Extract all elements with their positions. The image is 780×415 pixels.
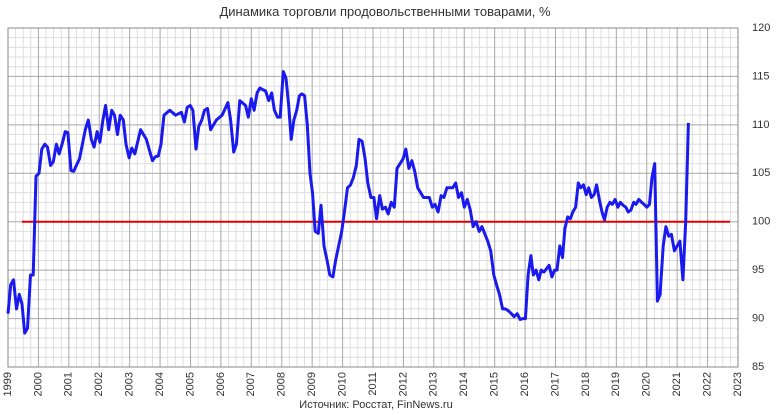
x-tick-label: 2001 [63, 372, 75, 396]
x-tick-label: 2008 [276, 372, 288, 396]
x-tick-label: 2006 [215, 372, 227, 396]
x-tick-label: 2018 [580, 372, 592, 396]
y-tick-label: 115 [752, 70, 770, 82]
x-tick-label: 2009 [306, 372, 318, 396]
x-tick-label: 2010 [336, 372, 348, 396]
x-tick-label: 2002 [93, 372, 105, 396]
x-tick-label: 2022 [701, 372, 713, 396]
y-tick-label: 95 [752, 264, 764, 276]
x-tick-label: 2017 [549, 372, 561, 396]
x-tick-label: 2004 [154, 372, 166, 396]
x-tick-label: 2013 [428, 372, 440, 396]
data-line [6, 70, 690, 335]
x-tick-label: 2021 [671, 372, 683, 396]
x-tick-label: 2019 [610, 372, 622, 396]
x-tick-label: 2014 [458, 372, 470, 396]
y-tick-label: 120 [752, 22, 770, 34]
y-tick-label: 105 [752, 167, 770, 179]
plot-border [7, 27, 739, 368]
x-tick-label: 1999 [2, 372, 14, 396]
x-tick-label: 2023 [732, 372, 744, 396]
x-tick-label: 2016 [519, 372, 531, 396]
y-tick-label: 90 [752, 312, 764, 324]
x-tick-label: 2020 [641, 372, 653, 396]
x-tick-label: 2003 [124, 372, 136, 396]
source-note: Источник: Росстат, FinNews.ru [299, 399, 452, 411]
y-tick-label: 100 [752, 216, 770, 228]
x-tick-label: 2000 [32, 372, 44, 396]
x-tick-label: 2015 [489, 372, 501, 396]
chart-title: Динамика торговли продовольственными тов… [219, 4, 550, 19]
x-tick-label: 2011 [367, 372, 379, 396]
x-tick-label: 2012 [397, 372, 409, 396]
y-tick-label: 110 [752, 119, 770, 131]
y-tick-label: 85 [752, 361, 764, 373]
x-tick-label: 2007 [245, 372, 257, 396]
x-tick-label: 2005 [184, 372, 196, 396]
